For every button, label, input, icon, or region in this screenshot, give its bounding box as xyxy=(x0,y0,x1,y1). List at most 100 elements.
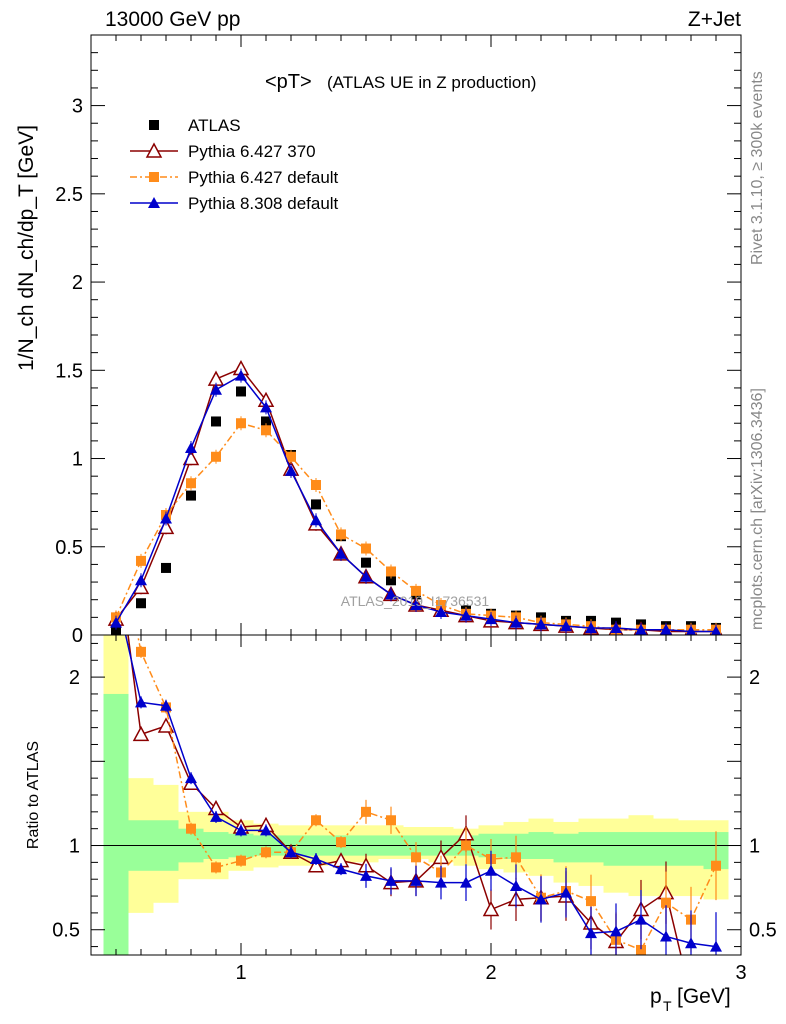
pythia-8-308-default-point xyxy=(710,625,722,635)
pythia-8-308-default-point xyxy=(435,606,447,618)
pythia-8-308-default-point xyxy=(135,574,147,586)
pythia-8-308-default-ratio-point xyxy=(385,874,397,886)
ratio-tick-label-left: 2 xyxy=(69,667,80,689)
legend: ATLAS Pythia 6.427 370 Pythia 6.427 defaul… xyxy=(130,116,339,213)
atlas-point xyxy=(361,557,371,568)
mcplots-label: mcplots.cern.ch [arXiv:1306.3436] xyxy=(749,388,766,630)
y-tick-label: 1 xyxy=(72,449,83,471)
pythia-6-427-default-ratio-point xyxy=(636,944,646,955)
atlas-point xyxy=(311,499,321,510)
atlas-point xyxy=(211,416,221,427)
pythia-6-427-default-point xyxy=(286,451,296,462)
x-axis-label: p T [GeV] xyxy=(650,985,731,1014)
pythia-6-427-default-ratio-point xyxy=(336,837,346,848)
band-inner xyxy=(603,832,629,866)
pythia-6-427-default-ratio-point xyxy=(261,847,271,858)
pythia-6-427-default-ratio-point xyxy=(211,862,221,873)
pythia-8-308-default-point xyxy=(410,599,422,610)
pythia-8-308-default-point xyxy=(210,383,222,395)
ratio-frame xyxy=(90,634,742,956)
atlas-point xyxy=(261,416,271,427)
atlas-point xyxy=(186,490,196,501)
pythia-8-308-default-ratio-point xyxy=(310,853,322,864)
legend-label-pythia-6-427-370: Pythia 6.427 370 xyxy=(188,142,316,161)
pythia-8-308-default-ratio-point xyxy=(335,863,347,875)
pythia-8-308-default-point xyxy=(560,620,572,632)
y-tick-label: 0 xyxy=(72,625,83,647)
pythia-8-308-default-point xyxy=(385,588,397,600)
pythia-8-308-default-ratio-point xyxy=(435,876,447,888)
pythia-8-308-default-point xyxy=(635,623,647,635)
pythia-8-308-default-ratio-point xyxy=(635,913,647,925)
y-axis-label: 1/N_ch dN_ch/dp_T [GeV] xyxy=(15,125,38,371)
legend-marker-atlas xyxy=(149,120,159,130)
chart-subtitle: (ATLAS UE in Z production) xyxy=(327,73,536,92)
pythia-8-308-default-ratio-point xyxy=(660,930,672,942)
uncertainty-bands xyxy=(103,635,729,955)
pythia-8-308-default-point xyxy=(185,441,197,453)
atlas-point xyxy=(236,386,246,397)
ratio-tick-label-left: 1 xyxy=(69,836,80,858)
pythia-6-427-370-ratio-point xyxy=(132,725,150,742)
pythia-8-308-default-ratio-point xyxy=(110,587,122,598)
pythia-6-427-default-point xyxy=(311,480,321,490)
legend-label-pythia-6-427-default: Pythia 6.427 default xyxy=(188,168,339,187)
legend-marker-pythia-8-308-default xyxy=(148,197,160,208)
pythia-8-308-default-point xyxy=(535,618,547,630)
ratio-axis-label: Ratio to ATLAS xyxy=(25,741,42,849)
ratio-tick-label-left: 0.5 xyxy=(52,920,80,942)
pythia-8-308-default-point xyxy=(335,547,347,559)
pythia-6-427-default-ratio-point xyxy=(411,852,421,863)
atlas-point xyxy=(111,624,121,635)
pythia-6-427-default-point xyxy=(211,451,221,462)
y-tick-label: 0.5 xyxy=(55,537,83,559)
pythia-8-308-default-point xyxy=(460,609,472,621)
pythia-8-308-default-point xyxy=(685,625,697,635)
atlas-point xyxy=(386,575,396,586)
y-tick-label: 1.5 xyxy=(55,360,83,382)
band-inner xyxy=(678,832,704,866)
pythia-8-308-default-point xyxy=(235,369,247,381)
pythia-8-308-default-point xyxy=(160,512,172,524)
pythia-6-427-default-point xyxy=(361,543,371,554)
ratio-series xyxy=(109,535,722,955)
pythia-8-308-default-ratio-point xyxy=(185,772,197,784)
pythia-6-427-default-point xyxy=(186,478,196,489)
pythia-8-308-default-ratio-point xyxy=(485,864,497,876)
pythia-8-308-default-ratio-point xyxy=(585,927,597,939)
pythia-6-427-default-ratio-point xyxy=(136,646,146,657)
atlas-point xyxy=(161,562,171,573)
pythia-6-427-default-ratio-point xyxy=(661,897,671,908)
pythia-6-427-default-ratio-point xyxy=(386,815,396,826)
pythia-8-308-default-ratio-point xyxy=(610,925,622,937)
pythia-8-308-default-ratio-point xyxy=(685,937,697,949)
atlas-point xyxy=(136,598,146,609)
ratio-tick-label-right: 0.5 xyxy=(749,920,777,942)
ratio-tick-label-right: 2 xyxy=(749,667,760,689)
pythia-6-427-370-ratio-point xyxy=(157,717,175,733)
pythia-8-308-default-point xyxy=(110,616,122,628)
y-tick-label: 2.5 xyxy=(55,184,83,206)
x-tick-label: 2 xyxy=(485,962,496,984)
pythia-8-308-default-ratio-point xyxy=(460,876,472,888)
x-axis-label-unit: [GeV] xyxy=(677,985,731,1008)
pythia-8-308-default-ratio-point xyxy=(260,824,272,836)
pythia-6-427-370-ratio-point xyxy=(109,535,123,548)
x-tick-label: 3 xyxy=(735,962,746,984)
pythia-6-427-default-ratio-point xyxy=(586,896,596,907)
pythia-6-427-default-ratio-point xyxy=(236,855,246,866)
pythia-8-308-default-ratio-point xyxy=(410,874,422,886)
band-inner xyxy=(553,833,579,863)
pythia-8-308-default-point xyxy=(360,570,372,582)
main-panel: 0 0.5 1 1.5 2 2.5 3 xyxy=(55,34,742,647)
band-inner xyxy=(653,832,679,866)
pythia-8-308-default-ratio-point xyxy=(160,699,172,711)
pythia-6-427-default-point xyxy=(336,529,346,540)
pythia-8-308-default-ratio-point xyxy=(285,846,297,858)
band-inner xyxy=(578,832,604,863)
pythia-6-427-default-point xyxy=(136,555,146,566)
pythia-8-308-default-point xyxy=(260,401,272,413)
pythia-6-427-370-ratio-point xyxy=(482,900,500,917)
pythia-8-308-default-ratio-point xyxy=(510,879,522,891)
